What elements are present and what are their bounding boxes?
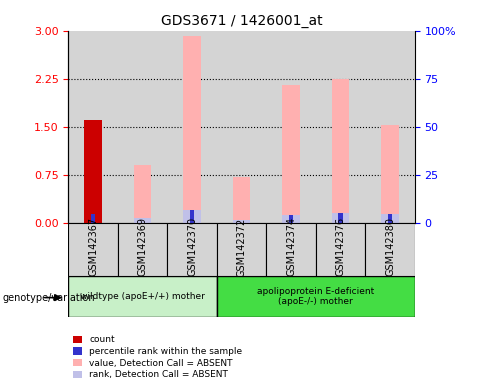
- Bar: [134, 218, 151, 223]
- Bar: [84, 214, 102, 223]
- Bar: [266, 31, 316, 223]
- Bar: [338, 213, 343, 223]
- Bar: [134, 165, 151, 223]
- Bar: [332, 213, 349, 223]
- Text: GSM142374: GSM142374: [286, 217, 296, 276]
- Legend: count, percentile rank within the sample, value, Detection Call = ABSENT, rank, : count, percentile rank within the sample…: [73, 335, 242, 379]
- Bar: [84, 214, 102, 223]
- Bar: [183, 36, 201, 223]
- FancyBboxPatch shape: [217, 223, 266, 276]
- FancyBboxPatch shape: [68, 223, 118, 276]
- FancyBboxPatch shape: [266, 223, 316, 276]
- FancyBboxPatch shape: [118, 223, 167, 276]
- Bar: [382, 214, 399, 223]
- Bar: [283, 85, 300, 223]
- Text: genotype/variation: genotype/variation: [2, 293, 95, 303]
- Bar: [283, 215, 300, 223]
- FancyBboxPatch shape: [68, 276, 217, 317]
- Text: GSM142370: GSM142370: [187, 217, 197, 276]
- Bar: [91, 214, 95, 223]
- Bar: [382, 126, 399, 223]
- Bar: [68, 31, 118, 223]
- Bar: [118, 31, 167, 223]
- Bar: [167, 31, 217, 223]
- Bar: [183, 210, 201, 223]
- Text: apolipoprotein E-deficient
(apoE-/-) mother: apolipoprotein E-deficient (apoE-/-) mot…: [257, 287, 374, 306]
- FancyBboxPatch shape: [167, 223, 217, 276]
- Bar: [233, 220, 250, 223]
- Bar: [289, 215, 293, 223]
- FancyBboxPatch shape: [217, 276, 415, 317]
- Text: GSM142380: GSM142380: [385, 217, 395, 276]
- Bar: [84, 120, 102, 223]
- Text: GSM142367: GSM142367: [88, 217, 98, 276]
- Bar: [217, 31, 266, 223]
- Title: GDS3671 / 1426001_at: GDS3671 / 1426001_at: [161, 14, 323, 28]
- Bar: [316, 31, 366, 223]
- Text: GSM142372: GSM142372: [237, 217, 246, 276]
- Bar: [388, 214, 392, 223]
- Text: GSM142376: GSM142376: [336, 217, 346, 276]
- FancyBboxPatch shape: [316, 223, 366, 276]
- Bar: [366, 31, 415, 223]
- FancyBboxPatch shape: [366, 223, 415, 276]
- Text: GSM142369: GSM142369: [138, 217, 147, 276]
- Bar: [233, 177, 250, 223]
- Bar: [190, 210, 194, 223]
- Text: wildtype (apoE+/+) mother: wildtype (apoE+/+) mother: [80, 292, 205, 301]
- Bar: [332, 79, 349, 223]
